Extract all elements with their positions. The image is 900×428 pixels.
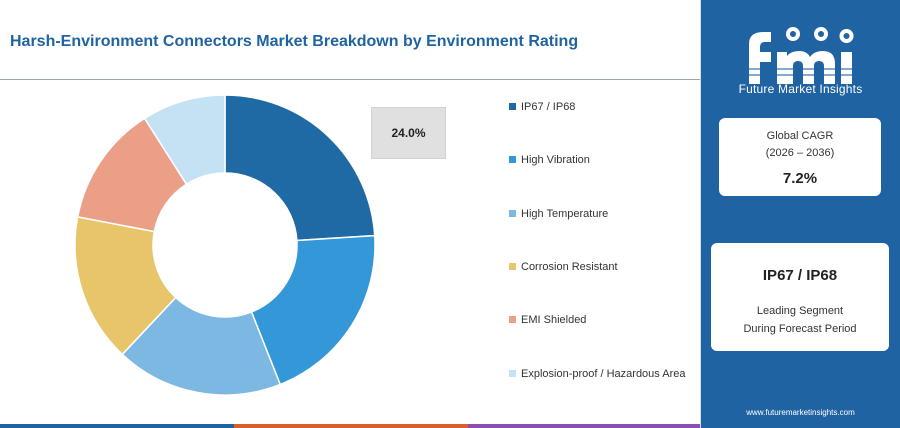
bottom-accent-bar-1	[234, 424, 468, 428]
chart-title: Harsh-Environment Connectors Market Brea…	[10, 33, 579, 50]
legend-item[interactable]: Explosion-proof / Hazardous Area	[509, 366, 694, 382]
legend-swatch-0	[509, 103, 516, 110]
leading-segment-card: IP67 / IP68 Leading Segment During Forec…	[711, 243, 889, 351]
legend-label: EMI Shielded	[521, 314, 587, 326]
bottom-accent-bar-2	[468, 424, 701, 428]
donut-slice[interactable]	[143, 94, 226, 186]
cagr-value: 7.2%	[782, 170, 818, 187]
legend-label: High Temperature	[521, 208, 609, 220]
donut-slice[interactable]	[250, 234, 376, 386]
cagr-label: Global CAGR	[766, 130, 834, 142]
panel-divider	[700, 0, 701, 428]
forecast-period-label: During Forecast Period	[743, 323, 857, 335]
fmi-logo	[745, 27, 857, 84]
legend-swatch-4	[509, 316, 516, 323]
legend-item[interactable]: High Vibration	[509, 152, 694, 168]
legend-label: IP67 / IP68	[521, 101, 576, 113]
legend-swatch-1	[509, 156, 516, 163]
data-label-tooltip: 24.0%	[371, 107, 446, 159]
legend-item[interactable]: Corrosion Resistant	[509, 259, 694, 275]
brand-panel: Future Market Insights Global CAGR (2026…	[701, 0, 900, 428]
chart-card: Harsh-Environment Connectors Market Brea…	[0, 33, 701, 428]
donut-slice[interactable]	[121, 296, 282, 396]
cagr-period: (2026 – 2036)	[765, 147, 835, 159]
donut-chart	[74, 94, 376, 396]
bottom-accent-bar-0	[0, 424, 234, 428]
leading-segment-label: Leading Segment	[756, 305, 844, 317]
legend-item[interactable]: High Temperature	[509, 206, 694, 222]
legend-swatch-2	[509, 210, 516, 217]
legend-swatch-5	[509, 370, 516, 377]
title-divider	[0, 79, 701, 80]
leading-segment-name: IP67 / IP68	[762, 267, 838, 284]
legend-label: High Vibration	[521, 154, 590, 166]
legend-item[interactable]: EMI Shielded	[509, 312, 694, 328]
cagr-card: Global CAGR (2026 – 2036) 7.2%	[719, 118, 881, 196]
website-url[interactable]: www.futuremarketinsights.com	[746, 408, 855, 417]
legend-label: Explosion-proof / Hazardous Area	[521, 368, 686, 380]
brand-name: Future Market Insights	[738, 82, 863, 96]
donut-slice[interactable]	[224, 94, 376, 242]
legend-label: Corrosion Resistant	[521, 261, 618, 273]
legend-item[interactable]: IP67 / IP68	[509, 99, 694, 115]
legend-swatch-3	[509, 263, 516, 270]
